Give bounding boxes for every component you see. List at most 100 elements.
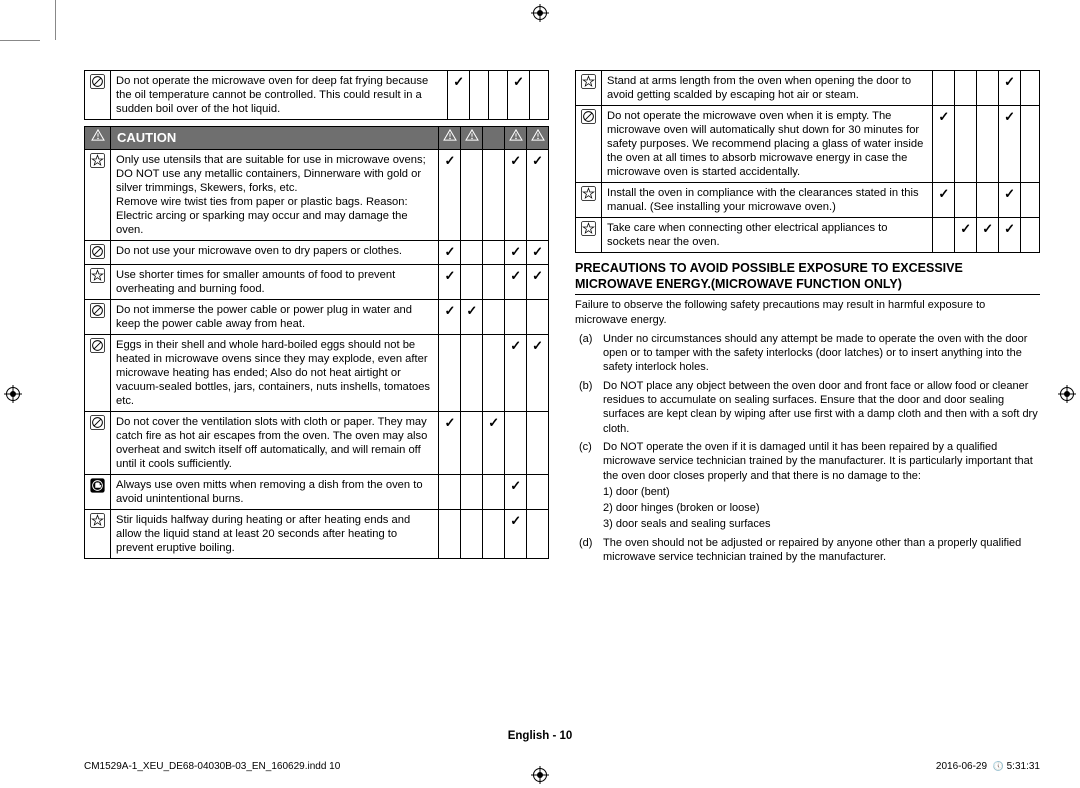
check-cell bbox=[483, 334, 505, 411]
safety-table-left-caution: CAUTIONOnly use utensils that are suitab… bbox=[84, 126, 549, 559]
check-cell: ✓ bbox=[977, 218, 999, 253]
check-cell bbox=[483, 150, 505, 241]
sub-list-item: 3) door seals and sealing surfaces bbox=[603, 517, 1040, 531]
check-cell: ✓ bbox=[999, 218, 1021, 253]
footer-date: 2016-06-29 🕔 5:31:31 bbox=[936, 761, 1040, 772]
check-cell: ✓ bbox=[439, 411, 461, 474]
check-cell: ✓ bbox=[999, 183, 1021, 218]
prohibit-icon bbox=[85, 241, 111, 264]
check-cell bbox=[461, 411, 483, 474]
row-text: Always use oven mitts when removing a di… bbox=[111, 474, 439, 509]
precautions-intro: Failure to observe the following safety … bbox=[575, 298, 1040, 327]
check-cell bbox=[530, 71, 549, 120]
prohibit-icon bbox=[576, 106, 602, 183]
row-text: Eggs in their shell and whole hard-boile… bbox=[111, 334, 439, 411]
list-text: Do NOT place any object between the oven… bbox=[603, 380, 1038, 435]
check-cell: ✓ bbox=[955, 218, 977, 253]
left-column: Do not operate the microwave oven for de… bbox=[84, 70, 549, 718]
check-cell: ✓ bbox=[508, 71, 530, 120]
page-number: English - 10 bbox=[0, 730, 1080, 742]
list-label: (b) bbox=[579, 379, 592, 393]
list-item: (d)The oven should not be adjusted or re… bbox=[603, 536, 1040, 565]
check-cell: ✓ bbox=[505, 509, 527, 558]
crop-mark bbox=[0, 40, 40, 41]
table-row: Always use oven mitts when removing a di… bbox=[85, 474, 549, 509]
sub-list: 1) door (bent) 2) door hinges (broken or … bbox=[603, 485, 1040, 532]
table-row: Do not operate the microwave oven when i… bbox=[576, 106, 1040, 183]
safety-table-left-top: Do not operate the microwave oven for de… bbox=[84, 70, 549, 120]
check-cell bbox=[461, 474, 483, 509]
table-row: Do not immerse the power cable or power … bbox=[85, 299, 549, 334]
row-text: Do not operate the microwave oven when i… bbox=[602, 106, 933, 183]
star-icon bbox=[576, 183, 602, 218]
list-label: (c) bbox=[579, 440, 592, 454]
check-cell: ✓ bbox=[505, 241, 527, 264]
table-row: Stand at arms length from the oven when … bbox=[576, 71, 1040, 106]
sub-list-item: 2) door hinges (broken or loose) bbox=[603, 501, 1040, 515]
check-cell bbox=[977, 71, 999, 106]
check-cell: ✓ bbox=[527, 334, 549, 411]
table-row: Only use utensils that are suitable for … bbox=[85, 150, 549, 241]
row-text: Do not use your microwave oven to dry pa… bbox=[111, 241, 439, 264]
check-cell: ✓ bbox=[505, 264, 527, 299]
sub-list-item: 1) door (bent) bbox=[603, 485, 1040, 499]
page-content: Do not operate the microwave oven for de… bbox=[84, 70, 1040, 718]
table-row: Stir liquids halfway during heating or a… bbox=[85, 509, 549, 558]
star-icon bbox=[85, 509, 111, 558]
clock-icon: 🕔 bbox=[993, 761, 1004, 771]
check-cell bbox=[439, 334, 461, 411]
check-cell: ✓ bbox=[439, 150, 461, 241]
check-cell bbox=[505, 411, 527, 474]
right-column: Stand at arms length from the oven when … bbox=[575, 70, 1040, 718]
table-row: Do not cover the ventilation slots with … bbox=[85, 411, 549, 474]
check-cell bbox=[1021, 71, 1040, 106]
check-cell bbox=[527, 411, 549, 474]
check-cell: ✓ bbox=[933, 183, 955, 218]
registration-mark-left bbox=[4, 385, 22, 403]
table-row: Do not operate the microwave oven for de… bbox=[85, 71, 549, 120]
check-cell bbox=[461, 509, 483, 558]
caution-header-row: CAUTION bbox=[85, 127, 549, 150]
footer-time: 5:31:31 bbox=[1007, 761, 1040, 772]
check-cell bbox=[461, 241, 483, 264]
check-cell bbox=[439, 509, 461, 558]
check-cell bbox=[977, 183, 999, 218]
footer-filename: CM1529A-1_XEU_DE68-04030B-03_EN_160629.i… bbox=[84, 761, 340, 772]
check-cell: ✓ bbox=[999, 71, 1021, 106]
registration-mark-right bbox=[1058, 385, 1076, 403]
check-cell bbox=[955, 106, 977, 183]
check-cell bbox=[461, 264, 483, 299]
warning-triangle-icon bbox=[527, 127, 549, 150]
check-cell: ✓ bbox=[999, 106, 1021, 183]
registration-mark-bottom bbox=[531, 766, 549, 784]
check-cell bbox=[470, 71, 489, 120]
check-cell: ✓ bbox=[505, 150, 527, 241]
check-cell bbox=[461, 150, 483, 241]
row-text: Install the oven in compliance with the … bbox=[602, 183, 933, 218]
table-row: Do not use your microwave oven to dry pa… bbox=[85, 241, 549, 264]
row-text: Do not cover the ventilation slots with … bbox=[111, 411, 439, 474]
footer-date-text: 2016-06-29 bbox=[936, 761, 987, 772]
star-icon bbox=[576, 218, 602, 253]
prohibit-icon bbox=[85, 71, 111, 120]
list-text: Under no circumstances should any attemp… bbox=[603, 333, 1027, 374]
registration-mark-top bbox=[531, 4, 549, 22]
row-text: Stir liquids halfway during heating or a… bbox=[111, 509, 439, 558]
check-cell bbox=[1021, 218, 1040, 253]
check-cell bbox=[955, 71, 977, 106]
warning-triangle-icon bbox=[505, 127, 527, 150]
table-row: Eggs in their shell and whole hard-boile… bbox=[85, 334, 549, 411]
precautions-heading: PRECAUTIONS TO AVOID POSSIBLE EXPOSURE T… bbox=[575, 261, 1040, 295]
table-row: Use shorter times for smaller amounts of… bbox=[85, 264, 549, 299]
check-cell bbox=[527, 509, 549, 558]
warning-triangle-icon bbox=[461, 127, 483, 150]
warning-triangle-icon bbox=[85, 127, 111, 150]
check-cell bbox=[505, 299, 527, 334]
precautions-list: (a)Under no circumstances should any att… bbox=[575, 332, 1040, 564]
prohibit-icon bbox=[85, 299, 111, 334]
check-cell bbox=[483, 474, 505, 509]
check-cell: ✓ bbox=[527, 241, 549, 264]
check-cell: ✓ bbox=[505, 334, 527, 411]
check-cell bbox=[483, 509, 505, 558]
row-text: Do not immerse the power cable or power … bbox=[111, 299, 439, 334]
